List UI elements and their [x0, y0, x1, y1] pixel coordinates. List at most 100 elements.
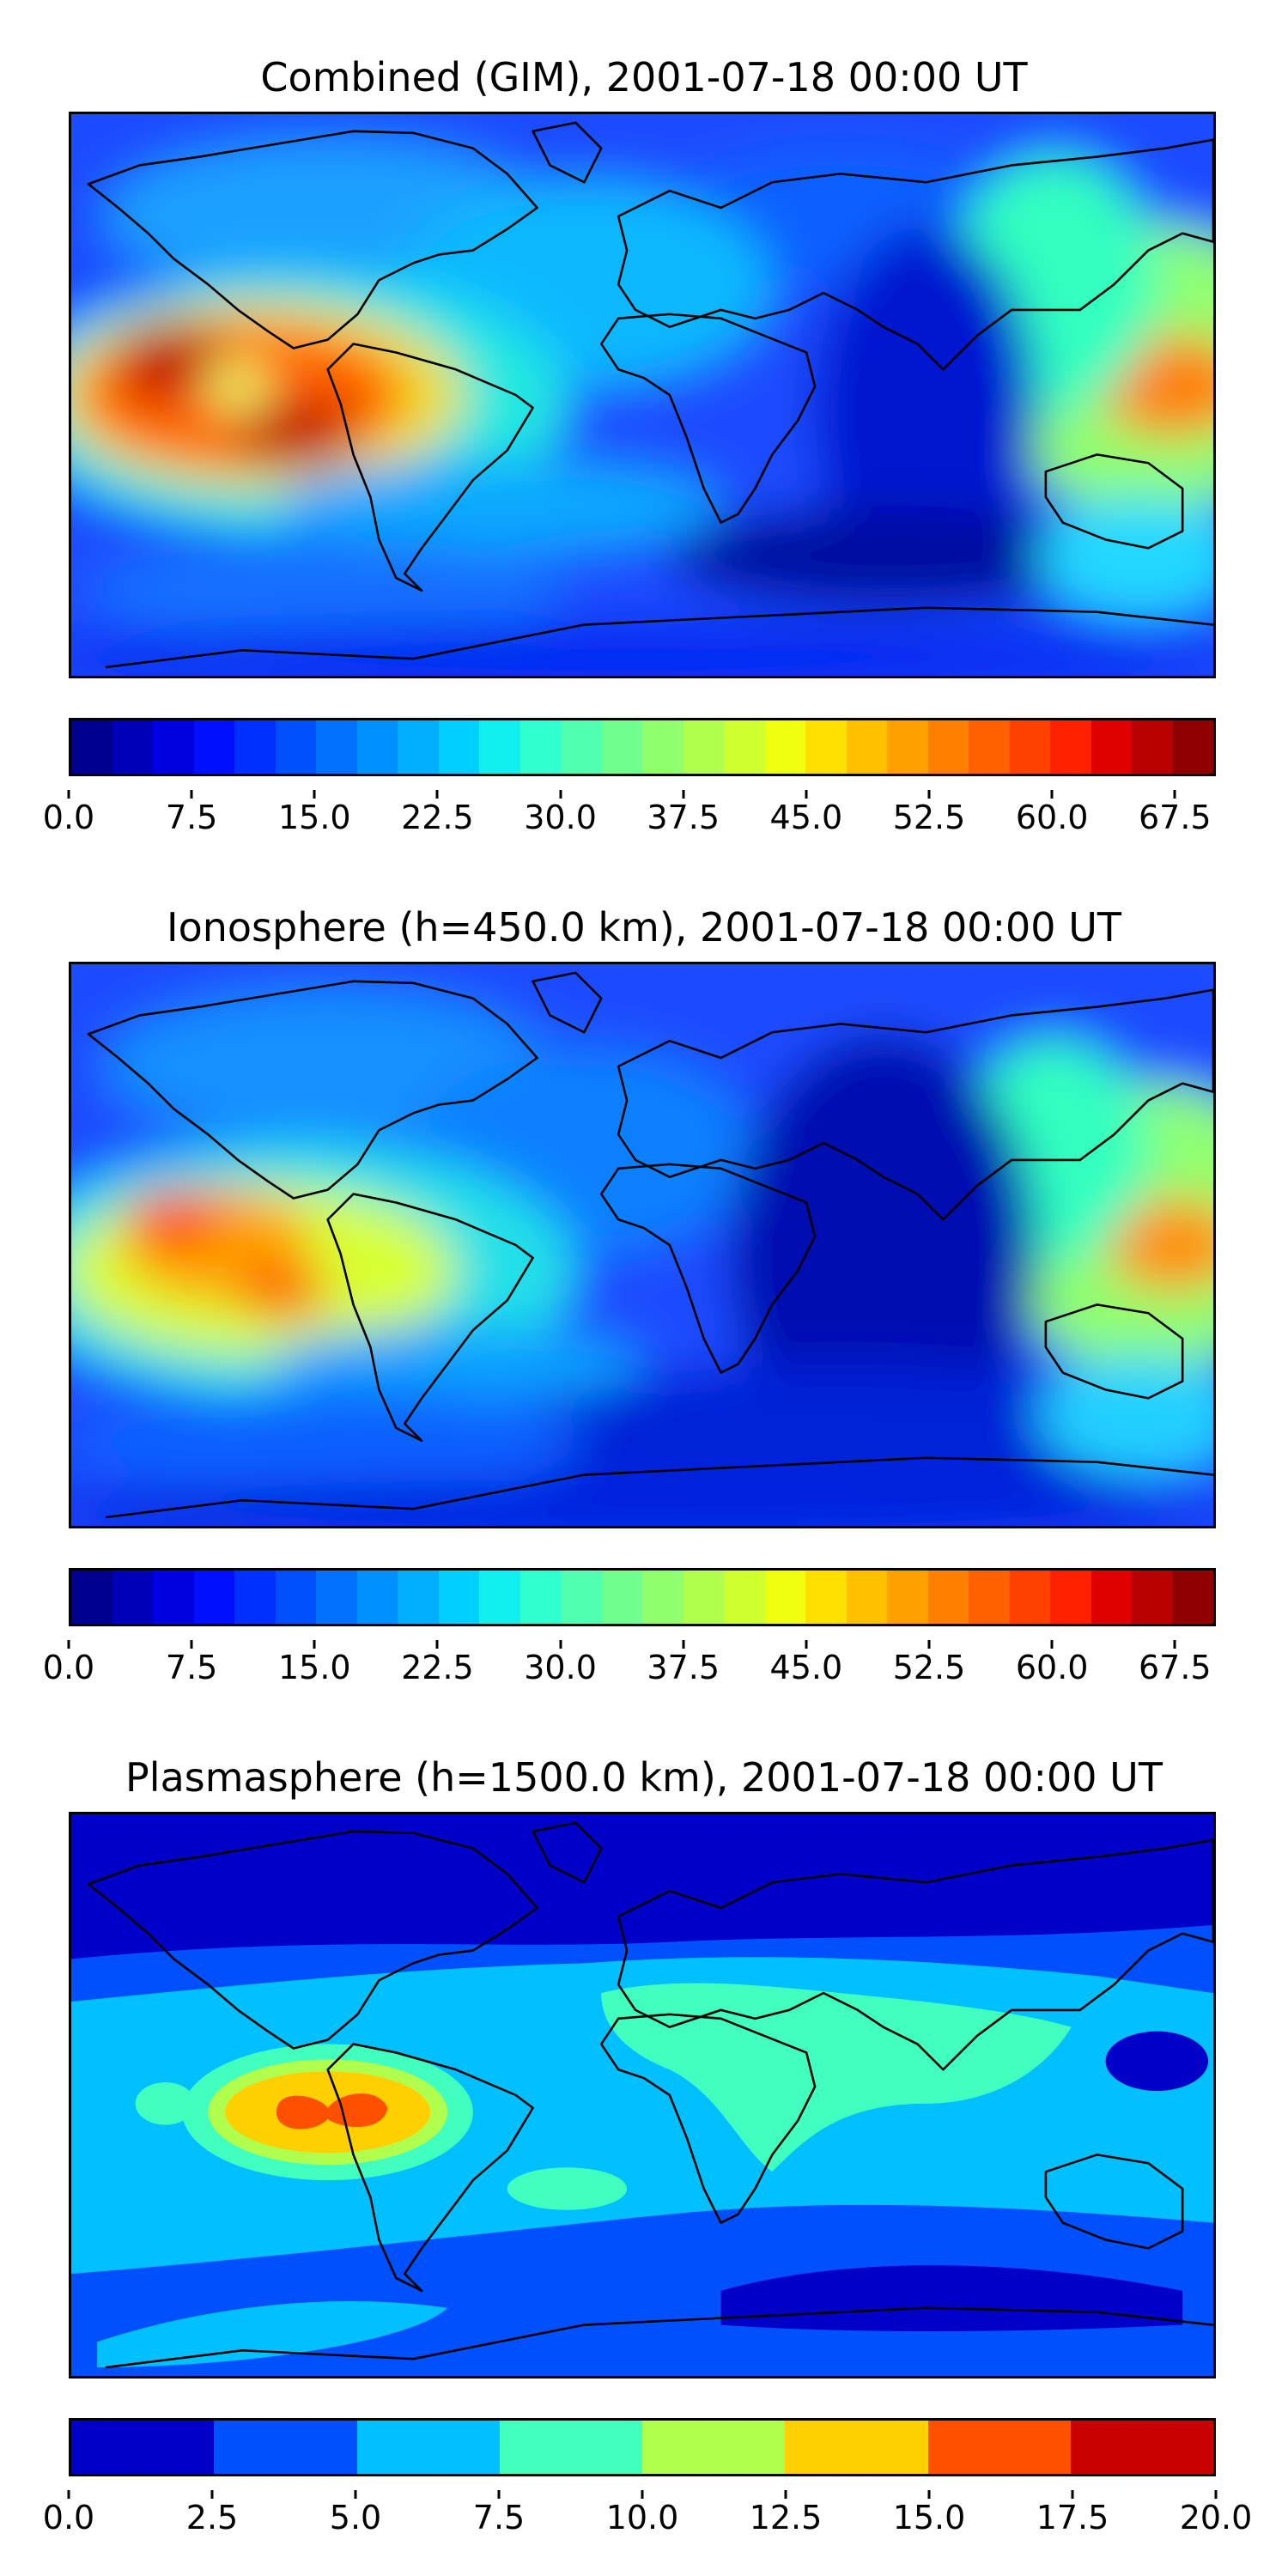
panel-title-plasmasphere: Plasmasphere (h=1500.0 km), 2001-07-18 0…	[125, 1754, 1163, 1801]
colorbar-tick-mark	[435, 1640, 439, 1649]
colorbar-segment	[683, 1571, 724, 1624]
colorbar-tick-mark	[559, 790, 562, 799]
colorbar-tick-label: 30.0	[524, 1649, 597, 1686]
colorbar-segment	[153, 720, 194, 774]
colorbar-tick-mark	[1050, 790, 1054, 799]
colorbar-segment	[846, 720, 887, 774]
colorbar-segment	[275, 1571, 316, 1624]
colorbar-segment	[642, 2421, 786, 2474]
colorbar-tick-label: 22.5	[401, 799, 474, 836]
colorbar-tick-label: 0.0	[42, 1649, 95, 1686]
colorbar-segment	[1132, 720, 1173, 774]
colorbar-segment	[356, 720, 398, 774]
colorbar-segment	[561, 720, 602, 774]
tec-map-ionosphere	[71, 964, 1213, 1526]
panel-title-ionosphere: Ionosphere (h=450.0 km), 2001-07-18 00:0…	[167, 904, 1121, 951]
colorbar-segment	[519, 720, 561, 774]
colorbar-segment	[927, 2421, 1071, 2474]
colorbar-tick-label: 15.0	[892, 2499, 966, 2537]
colorbar-tick-label: 7.5	[472, 2499, 526, 2537]
colorbar-segment	[112, 1571, 153, 1624]
colorbar-tick-label: 15.0	[277, 799, 351, 836]
colorbar-segment	[764, 1571, 805, 1624]
colorbar-segment	[316, 720, 357, 774]
colorbar-segment	[193, 720, 234, 774]
colorbar-tick-mark	[190, 790, 193, 799]
colorbar-tick-mark	[784, 2490, 787, 2499]
colorbar-tick-mark	[497, 2490, 501, 2499]
colorbar-segment	[356, 1571, 398, 1624]
colorbar-segment	[234, 1571, 276, 1624]
colorbar-segment	[887, 720, 928, 774]
colorbar-tick-label: 12.5	[749, 2499, 823, 2537]
colorbar-tick-label: 60.0	[1015, 799, 1089, 836]
colorbar-segment	[479, 720, 520, 774]
colorbar-combined	[69, 718, 1216, 776]
colorbar-tick-label: 60.0	[1015, 1649, 1089, 1686]
colorbar-tick-label: 30.0	[524, 799, 597, 836]
colorbar-segment	[1172, 720, 1213, 774]
colorbar-segment	[683, 720, 724, 774]
colorbar-ticks-combined: 0.0 7.5 15.0 22.5 30.0 37.5 45.0 52.5 60.0 67.5	[43, 790, 1216, 850]
colorbar-tick-mark	[1173, 790, 1176, 799]
colorbar-segment	[887, 1571, 928, 1624]
colorbar-ticks-plasmasphere: 0.0 2.5 5.0 7.5 10.0 12.5 15.0 17.5 20.0	[43, 2490, 1252, 2550]
colorbar-tick-mark	[682, 790, 685, 799]
colorbar-tick-label: 52.5	[892, 1649, 966, 1686]
colorbar-tick-label: 67.5	[1138, 1649, 1212, 1686]
colorbar-tick-label: 67.5	[1138, 799, 1212, 836]
colorbar-segment	[601, 720, 642, 774]
colorbar-segment	[846, 1571, 887, 1624]
colorbar-segment	[214, 2421, 357, 2474]
colorbar-segment	[275, 720, 316, 774]
colorbar-segment	[805, 720, 847, 774]
colorbar-segment	[112, 720, 153, 774]
colorbar-segment	[71, 2421, 215, 2474]
colorbar-ticks-ionosphere: 0.0 7.5 15.0 22.5 30.0 37.5 45.0 52.5 60.0 67.5	[43, 1640, 1216, 1700]
colorbar-tick-mark	[682, 1640, 685, 1649]
colorbar-tick-mark	[1050, 1640, 1054, 1649]
colorbar-tick-mark	[67, 790, 70, 799]
colorbar-tick-mark	[927, 1640, 931, 1649]
colorbar-segment	[642, 720, 683, 774]
colorbar-segment	[785, 2421, 928, 2474]
colorbar-segment	[1091, 720, 1132, 774]
colorbar-tick-mark	[435, 790, 439, 799]
colorbar-tick-mark	[67, 1640, 70, 1649]
colorbar-tick-mark	[67, 2490, 70, 2499]
colorbar-tick-label: 45.0	[769, 799, 843, 836]
map-plasmasphere	[69, 1812, 1216, 2379]
colorbar-segment	[499, 2421, 642, 2474]
colorbar-tick-label: 0.0	[42, 799, 95, 836]
colorbar-segment	[642, 1571, 683, 1624]
colorbar-tick-label: 37.5	[647, 1649, 720, 1686]
colorbar-segment	[969, 1571, 1010, 1624]
tec-map-plasmasphere	[71, 1814, 1213, 2376]
colorbar-segment	[1050, 1571, 1091, 1624]
colorbar-segment	[927, 720, 969, 774]
colorbar-tick-mark	[559, 1640, 562, 1649]
colorbar-segment	[1132, 1571, 1173, 1624]
colorbar-tick-label: 5.0	[329, 2499, 382, 2537]
colorbar-tick-mark	[805, 1640, 808, 1649]
coastlines	[87, 121, 1213, 669]
colorbar-segment	[1009, 1571, 1050, 1624]
colorbar-tick-mark	[313, 790, 316, 799]
colorbar-tick-mark	[927, 2490, 931, 2499]
colorbar-segment	[1050, 720, 1091, 774]
colorbar-segment	[438, 1571, 479, 1624]
colorbar-segment	[234, 720, 276, 774]
colorbar-plasmasphere	[69, 2418, 1216, 2476]
colorbar-tick-mark	[805, 790, 808, 799]
colorbar-segment	[398, 1571, 439, 1624]
colorbar-tick-label: 15.0	[277, 1649, 351, 1686]
colorbar-segment	[601, 1571, 642, 1624]
coastlines	[87, 971, 1213, 1519]
colorbar-segment	[356, 2421, 500, 2474]
colorbar-tick-label: 0.0	[42, 2499, 95, 2537]
map-combined	[69, 112, 1216, 678]
coastlines	[87, 1821, 1213, 2369]
panel-title-combined: Combined (GIM), 2001-07-18 00:00 UT	[260, 54, 1028, 100]
colorbar-tick-mark	[313, 1640, 316, 1649]
colorbar-tick-mark	[1214, 2490, 1218, 2499]
